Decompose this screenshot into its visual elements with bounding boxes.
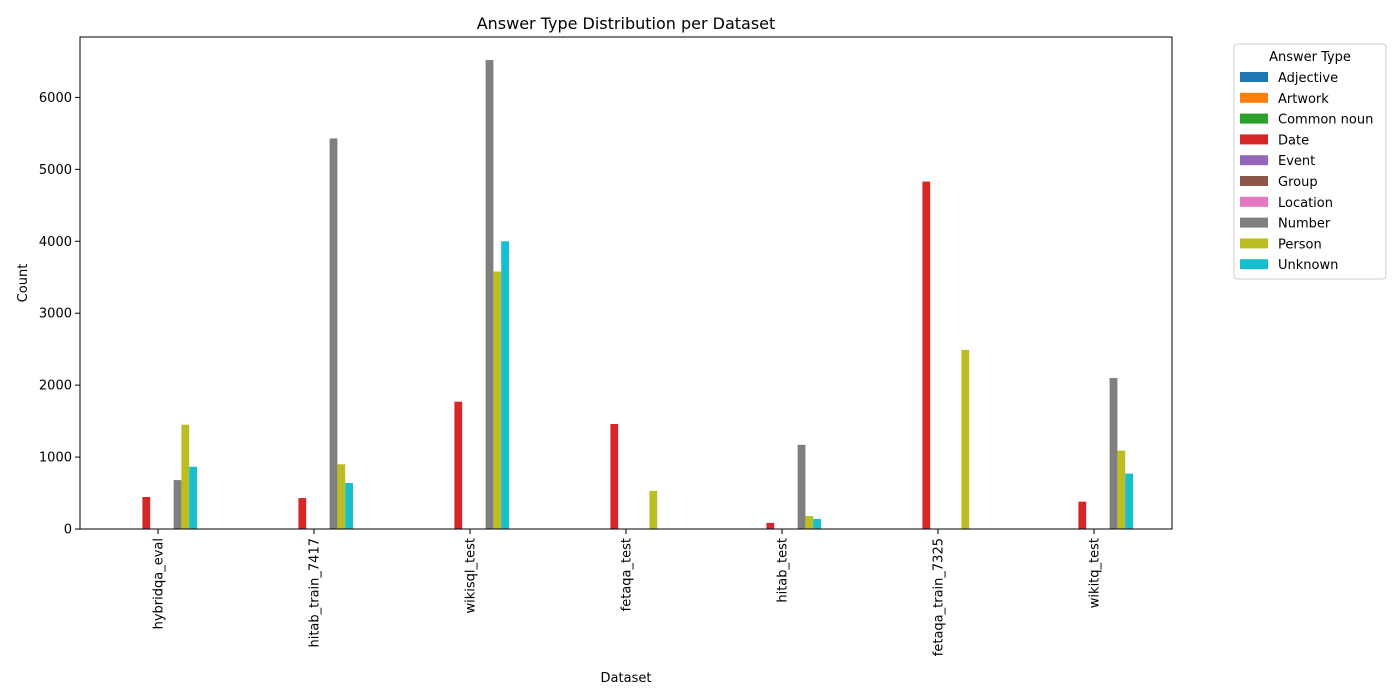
x-tick-label: hitab_train_7417 [308,538,323,648]
chart-title: Answer Type Distribution per Dataset [477,14,776,33]
legend-swatch [1240,259,1268,270]
legend-title: Answer Type [1269,50,1351,65]
bar [922,181,931,529]
bar [493,271,502,529]
bar [501,241,509,529]
legend-label: Number [1278,217,1331,232]
legend-swatch [1240,134,1268,145]
x-tick-label: hybridqa_eval [152,538,167,629]
y-tick-label: 0 [64,523,72,538]
y-tick-label: 2000 [39,379,72,394]
x-tick-label: fetaqa_test [620,538,635,611]
legend-swatch [1240,196,1268,207]
legend-label: Adjective [1278,71,1338,86]
x-tick-label: wikisql_test [464,538,479,614]
plot-frame [79,36,1173,530]
y-axis-ticks: 0 1000 2000 3000 4000 5000 6000 [39,91,80,538]
legend-label: Unknown [1278,258,1338,273]
bar [961,349,970,529]
legend-label: Artwork [1278,92,1329,107]
legend-items: Adjective Artwork Common noun Date Event Grou… [1240,71,1373,273]
bar [345,482,353,529]
bar [454,401,463,529]
bar [485,60,494,530]
bar [813,518,821,529]
bar [329,138,338,530]
y-tick-label: 6000 [39,91,72,106]
bar [189,466,197,529]
bar [1125,473,1133,529]
bar [1117,450,1126,529]
x-tick-label: hitab_test [776,538,791,603]
bar [173,480,182,529]
legend-swatch [1240,155,1268,166]
y-tick-label: 3000 [39,307,72,322]
x-axis-ticks: hybridqa_eval hitab_train_7417 wikisql_tes… [152,529,1103,656]
legend-label: Common noun [1278,113,1373,128]
bar [1078,501,1087,529]
y-tick-label: 4000 [39,235,72,250]
legend-label: Person [1278,237,1322,252]
legend-swatch [1240,92,1268,103]
bar [797,444,806,529]
bars-group [142,60,1133,530]
bar [142,496,151,529]
y-tick-label: 1000 [39,451,72,466]
legend-swatch [1240,238,1268,249]
legend-label: Event [1278,154,1315,169]
legend-swatch [1240,113,1268,124]
bar [337,464,346,529]
bar [181,424,190,529]
legend-swatch [1240,176,1268,186]
legend-swatch [1240,72,1268,82]
legend-label: Date [1278,133,1309,148]
legend-label: Group [1278,175,1318,190]
bar [649,490,658,529]
bar [1109,377,1118,529]
x-tick-label: fetaqa_train_7325 [932,538,947,656]
legend-swatch [1240,217,1268,228]
bar [766,522,775,529]
legend-label: Location [1278,196,1333,211]
bar [610,423,619,529]
y-tick-label: 5000 [39,163,72,178]
y-axis-label: Count [16,264,31,303]
legend: Answer Type Adjective Artwork Common noun D… [1233,43,1387,280]
legend-frame [1233,43,1387,280]
bar [298,498,307,529]
bar [805,516,814,529]
x-tick-label: wikitq_test [1088,538,1103,608]
x-axis-label: Dataset [601,671,652,686]
